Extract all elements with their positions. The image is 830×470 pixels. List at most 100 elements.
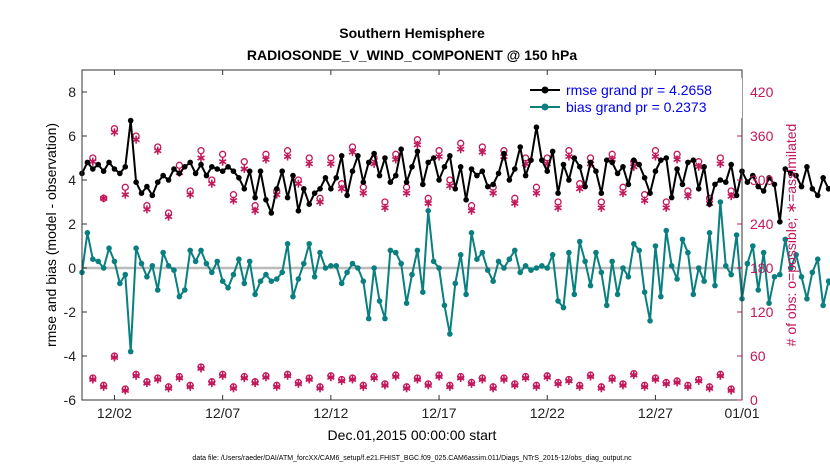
asterisk-stroke bbox=[143, 206, 151, 213]
legend-entry-rmse: rmse grand pr = 4.2658 bbox=[566, 82, 712, 98]
y-axis-label-left: rmse and bias (model - observation) bbox=[43, 123, 59, 347]
asterisk-stroke bbox=[597, 205, 606, 211]
rmse-data-point bbox=[468, 166, 475, 172]
bias-data-point bbox=[690, 291, 697, 298]
obs-assimilated-point bbox=[381, 203, 389, 212]
rmse-data-point bbox=[544, 168, 551, 174]
bias-data-point bbox=[365, 315, 372, 322]
bias-data-point bbox=[625, 274, 632, 280]
rmse-data-point bbox=[566, 177, 572, 183]
rmse-data-point bbox=[603, 157, 610, 163]
obs-assimilated-point bbox=[153, 146, 162, 155]
obs-assimilated-point bbox=[197, 364, 205, 373]
obs-assimilated-point bbox=[629, 371, 638, 380]
rmse-data-point bbox=[571, 155, 578, 161]
rmse-data-point bbox=[279, 168, 285, 174]
asterisk-stroke bbox=[413, 376, 422, 383]
legend: rmse grand pr = 4.2658 bias grand pr = 0… bbox=[526, 78, 742, 118]
bias-data-point bbox=[620, 265, 626, 271]
asterisk-stroke bbox=[510, 382, 519, 389]
obs-possible-point bbox=[240, 158, 248, 166]
obs-assimilated-point bbox=[251, 206, 259, 215]
asterisk-stroke bbox=[554, 205, 562, 211]
rmse-data-point bbox=[495, 170, 502, 177]
bias-data-point bbox=[685, 249, 691, 256]
bias-data-point bbox=[430, 258, 437, 265]
rmse-data-point bbox=[755, 183, 762, 190]
rmse-data-point bbox=[241, 186, 248, 192]
x-tick-label: 12/27 bbox=[638, 405, 673, 421]
bias-data-point bbox=[593, 249, 599, 256]
obs-assimilated-point bbox=[99, 382, 108, 391]
y-tick-label: 2 bbox=[68, 216, 76, 232]
asterisk-stroke bbox=[153, 376, 162, 383]
obs-assimilated-point bbox=[456, 374, 465, 382]
bias-data-point bbox=[804, 296, 810, 302]
bias-data-point bbox=[533, 265, 540, 271]
obs-assimilated-point bbox=[673, 155, 681, 164]
obs-assimilated-point bbox=[510, 199, 519, 208]
rmse-data-point bbox=[484, 183, 491, 190]
asterisk-stroke bbox=[456, 146, 465, 152]
rmse-data-point bbox=[203, 172, 210, 179]
bias-data-point bbox=[295, 276, 302, 282]
asterisk-stroke bbox=[207, 380, 216, 386]
legend-entry-bias: bias grand pr = 0.2373 bbox=[566, 99, 707, 115]
asterisk-stroke bbox=[510, 200, 519, 207]
bias-data-point bbox=[447, 331, 453, 337]
obs-assimilated-point bbox=[640, 382, 649, 391]
rmse-data-point bbox=[663, 155, 670, 161]
rmse-data-point bbox=[154, 179, 161, 185]
bias-data-point bbox=[506, 256, 513, 263]
obs-assimilated-point bbox=[662, 379, 671, 388]
obs-assimilated-point bbox=[467, 379, 476, 388]
series-layer bbox=[79, 117, 830, 355]
bias-data-point bbox=[814, 256, 821, 263]
asterisk-stroke bbox=[218, 158, 227, 165]
bias-data-point bbox=[706, 230, 713, 236]
rmse-data-point bbox=[268, 210, 275, 216]
obs-possible-point bbox=[175, 161, 184, 169]
rmse-data-point bbox=[225, 164, 231, 170]
rmse-data-point bbox=[501, 150, 507, 157]
asterisk-stroke bbox=[597, 385, 606, 391]
y-tick-label: -4 bbox=[64, 348, 77, 364]
obs-assimilated-point bbox=[381, 381, 389, 390]
rmse-data-point bbox=[798, 183, 805, 190]
bias-data-point bbox=[268, 278, 275, 285]
bias-data-point bbox=[90, 256, 96, 263]
rmse-data-point bbox=[306, 201, 313, 207]
bias-data-point bbox=[241, 280, 248, 287]
rmse-data-point bbox=[560, 161, 567, 168]
bias-data-point bbox=[539, 263, 545, 269]
asterisk-stroke bbox=[629, 372, 638, 378]
bias-data-point bbox=[658, 293, 664, 300]
rmse-data-point bbox=[436, 177, 442, 183]
rmse-data-point bbox=[236, 175, 242, 181]
rmse-data-point bbox=[452, 186, 459, 192]
bias-data-point bbox=[84, 230, 91, 236]
rmse-data-point bbox=[100, 168, 107, 174]
asterisk-stroke bbox=[262, 156, 270, 163]
asterisk-stroke bbox=[565, 153, 573, 160]
asterisk-stroke bbox=[705, 385, 714, 391]
obs-assimilated-point bbox=[402, 384, 411, 393]
rmse-data-point bbox=[804, 164, 810, 170]
obs-assimilated-point bbox=[424, 199, 433, 208]
bias-data-point bbox=[165, 263, 172, 269]
bias-data-point bbox=[560, 304, 567, 311]
y-tick-label-right: 360 bbox=[750, 128, 774, 144]
bias-data-point bbox=[793, 252, 799, 258]
asterisk-stroke bbox=[402, 385, 411, 391]
x-axis-label: Dec.01,2015 00:00:00 start bbox=[328, 427, 497, 443]
data-file-footnote: data file: /Users/raeder/DAI/ATM_forcXX/… bbox=[192, 455, 632, 462]
obs-assimilated-point bbox=[359, 189, 368, 198]
rmse-data-point bbox=[587, 159, 594, 166]
asterisk-stroke bbox=[143, 380, 151, 386]
y-tick-label: 8 bbox=[68, 84, 76, 100]
asterisk-stroke bbox=[575, 384, 584, 390]
bias-data-point bbox=[349, 260, 356, 267]
asterisk-stroke bbox=[662, 381, 671, 387]
obs-assimilated-point bbox=[337, 184, 346, 193]
obs-assimilated-point bbox=[153, 375, 162, 384]
